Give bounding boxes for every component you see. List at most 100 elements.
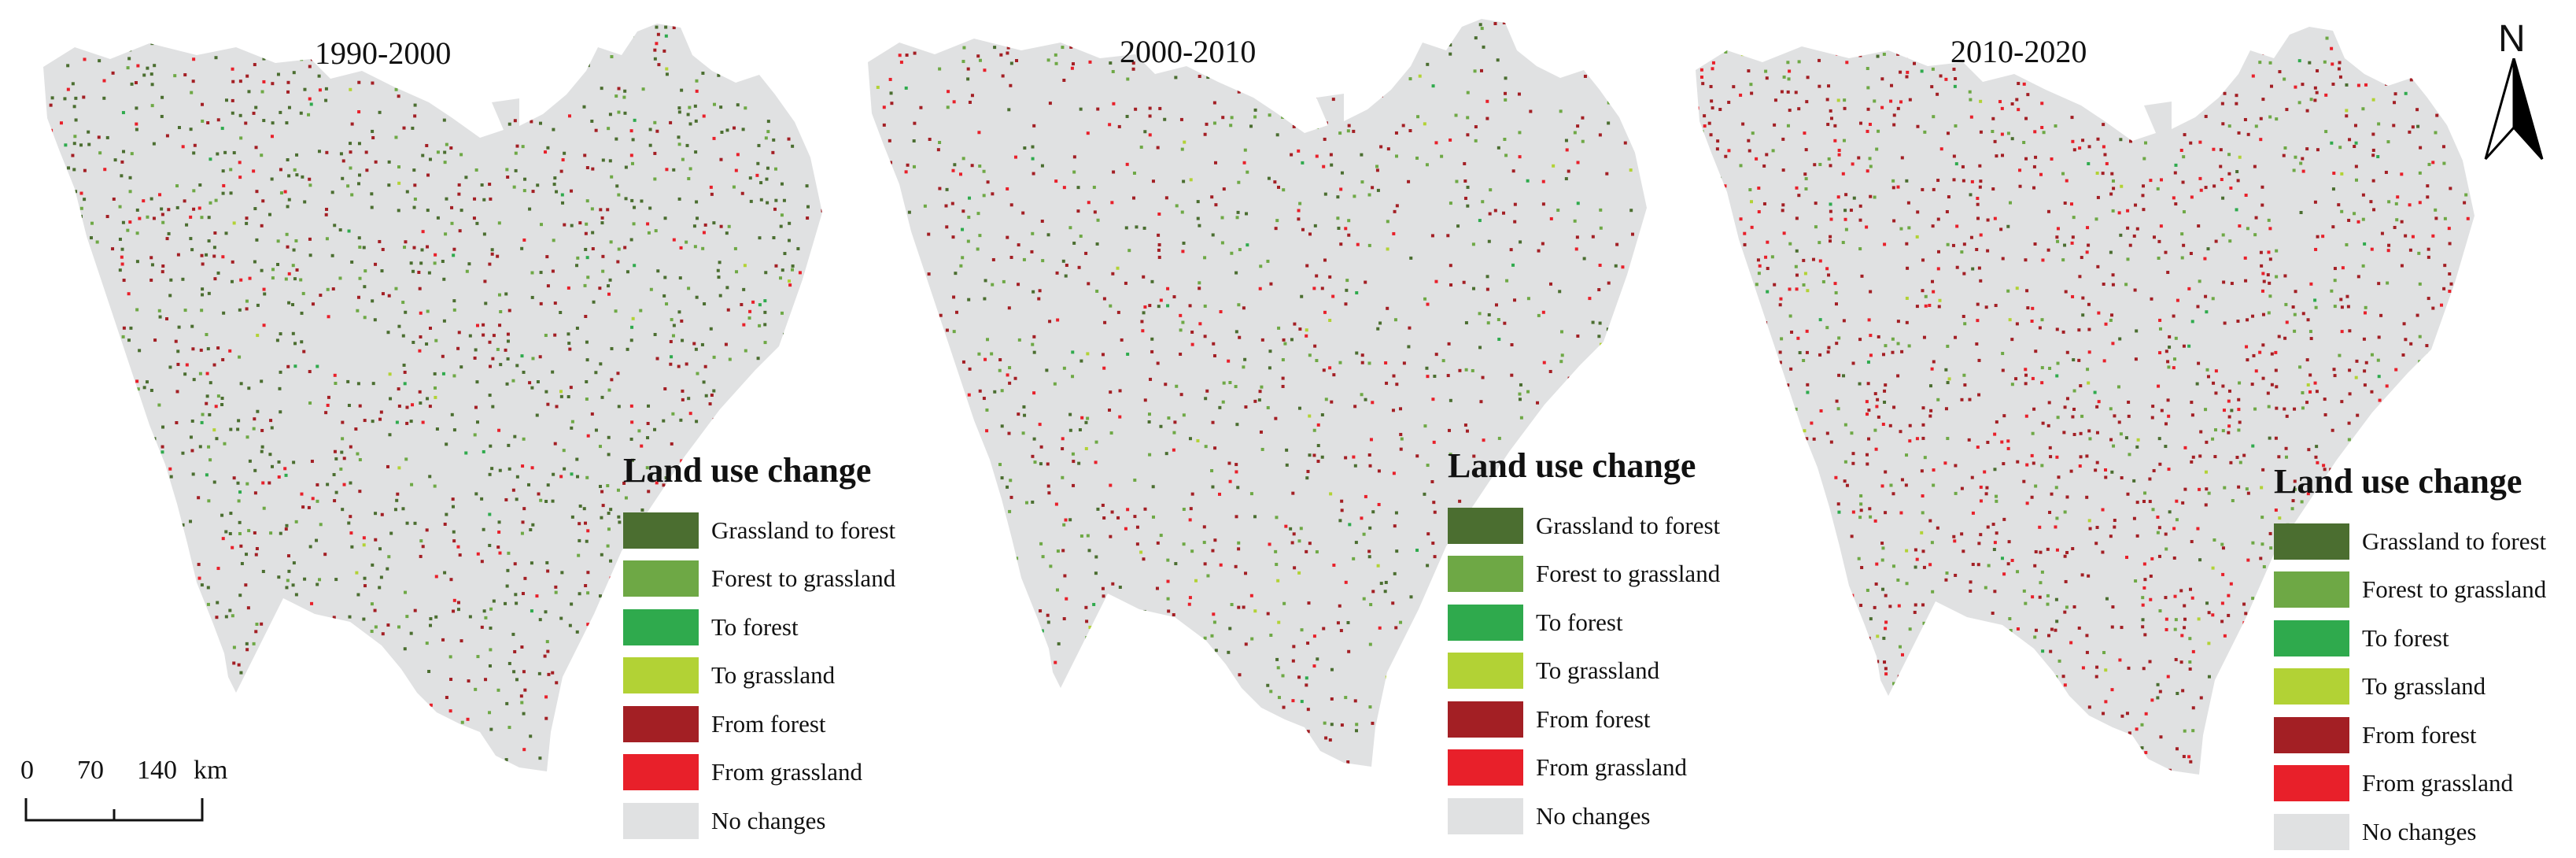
change-pixel xyxy=(1061,46,1065,50)
change-pixel xyxy=(766,55,770,59)
change-pixel xyxy=(174,592,178,596)
change-pixel xyxy=(1376,564,1380,568)
change-pixel xyxy=(1320,455,1324,459)
change-pixel xyxy=(286,364,290,368)
change-pixel xyxy=(1046,58,1050,62)
change-pixel xyxy=(271,121,275,125)
change-pixel xyxy=(578,538,581,542)
change-pixel xyxy=(1780,90,1784,94)
change-pixel xyxy=(2228,43,2232,47)
change-pixel xyxy=(145,380,149,384)
change-pixel xyxy=(371,135,375,139)
change-pixel xyxy=(2243,256,2247,260)
change-pixel xyxy=(513,80,517,83)
change-pixel xyxy=(546,483,550,487)
change-pixel xyxy=(135,208,139,212)
change-pixel xyxy=(1316,657,1319,661)
change-pixel xyxy=(216,152,220,156)
change-pixel xyxy=(1348,523,1352,527)
change-pixel xyxy=(2072,358,2076,362)
change-pixel xyxy=(1306,642,1310,645)
change-pixel xyxy=(1190,330,1194,334)
change-pixel xyxy=(425,143,429,147)
change-pixel xyxy=(1478,312,1482,316)
change-pixel xyxy=(261,569,265,573)
change-pixel xyxy=(138,599,142,603)
change-pixel xyxy=(688,412,692,416)
change-pixel xyxy=(452,428,456,432)
change-pixel xyxy=(544,780,547,783)
change-pixel xyxy=(883,423,887,427)
change-pixel xyxy=(1386,306,1389,310)
change-pixel xyxy=(1142,751,1146,755)
change-pixel xyxy=(891,444,895,448)
change-pixel xyxy=(411,340,415,344)
change-pixel xyxy=(292,670,296,674)
change-pixel xyxy=(1567,169,1570,173)
change-pixel xyxy=(168,568,172,572)
change-pixel xyxy=(788,279,792,283)
change-pixel xyxy=(128,220,132,224)
change-pixel xyxy=(1203,335,1207,338)
change-pixel xyxy=(161,445,164,449)
change-pixel xyxy=(521,32,525,36)
change-pixel xyxy=(2031,376,2035,380)
change-pixel xyxy=(1969,98,1973,102)
change-pixel xyxy=(1258,390,1262,394)
change-pixel xyxy=(1148,453,1152,457)
change-pixel xyxy=(55,158,59,162)
change-pixel xyxy=(325,685,329,689)
change-pixel xyxy=(1455,179,1459,183)
change-pixel xyxy=(1869,334,1873,338)
change-pixel xyxy=(253,260,256,264)
change-pixel xyxy=(1174,76,1178,80)
change-pixel xyxy=(1299,527,1303,531)
change-pixel xyxy=(1364,280,1367,284)
change-pixel xyxy=(245,435,249,439)
change-pixel xyxy=(1984,305,1988,309)
change-pixel xyxy=(709,56,713,60)
change-pixel xyxy=(1549,282,1553,286)
change-pixel xyxy=(1079,534,1083,538)
change-pixel xyxy=(175,421,179,425)
change-pixel xyxy=(742,323,746,327)
change-pixel xyxy=(2417,368,2421,372)
change-pixel xyxy=(1291,699,1295,703)
change-pixel xyxy=(2439,43,2443,47)
change-pixel xyxy=(1140,320,1144,324)
change-pixel xyxy=(1258,287,1262,290)
change-pixel xyxy=(1039,542,1043,545)
change-pixel xyxy=(308,253,312,257)
change-pixel xyxy=(1814,225,1818,229)
change-pixel xyxy=(200,309,204,313)
change-pixel xyxy=(2235,94,2238,98)
change-pixel xyxy=(291,583,295,587)
change-pixel xyxy=(1017,243,1020,247)
change-pixel xyxy=(232,221,236,225)
change-pixel xyxy=(223,696,227,700)
change-pixel xyxy=(765,177,769,181)
change-pixel xyxy=(490,248,494,252)
change-pixel xyxy=(982,194,986,198)
change-pixel xyxy=(2372,30,2376,34)
change-pixel xyxy=(1750,200,1754,204)
change-pixel xyxy=(2392,124,2396,128)
change-pixel xyxy=(149,256,153,260)
change-pixel xyxy=(405,405,409,409)
change-pixel xyxy=(300,57,304,61)
change-pixel xyxy=(1877,415,1880,419)
change-pixel xyxy=(475,221,479,225)
change-pixel xyxy=(1858,121,1862,125)
change-pixel xyxy=(2376,155,2380,159)
change-pixel xyxy=(2156,39,2160,43)
change-pixel xyxy=(1991,187,1995,191)
change-pixel xyxy=(1806,76,1810,80)
change-pixel xyxy=(373,608,377,612)
change-pixel xyxy=(1147,420,1151,424)
change-pixel xyxy=(200,583,204,587)
change-pixel xyxy=(906,335,910,338)
change-pixel xyxy=(1701,281,1705,285)
change-pixel xyxy=(120,262,124,266)
change-pixel xyxy=(585,358,589,362)
change-pixel xyxy=(2157,239,2161,243)
